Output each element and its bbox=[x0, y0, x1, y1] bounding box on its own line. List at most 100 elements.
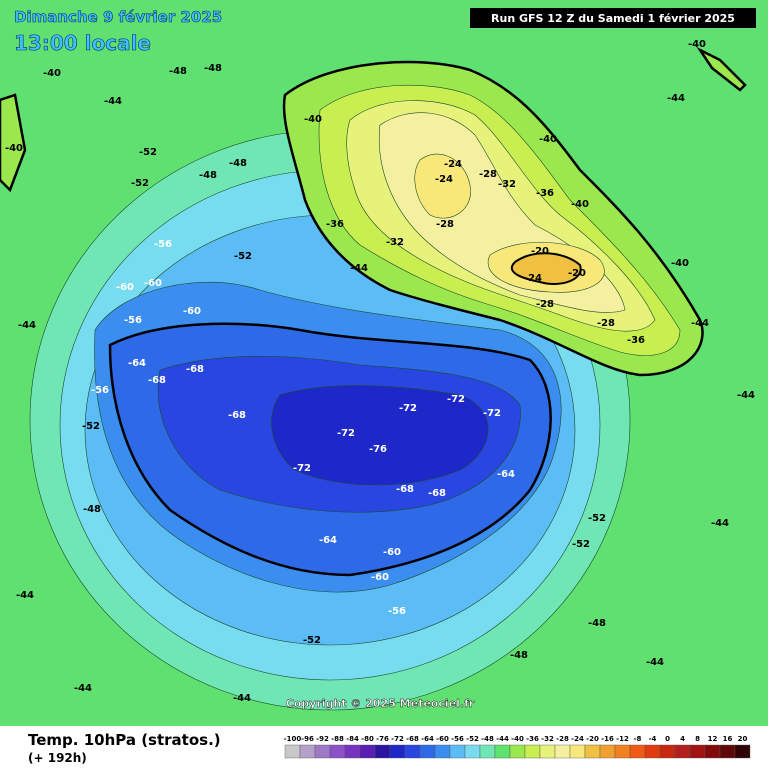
legend-tick-label: -96 bbox=[301, 735, 314, 743]
legend-swatch bbox=[449, 744, 466, 759]
legend-swatch bbox=[704, 744, 721, 759]
contour-label: -60 bbox=[383, 547, 401, 558]
legend-tick-label: -92 bbox=[316, 735, 329, 743]
contour-label: -72 bbox=[483, 408, 501, 419]
contour-label: -28 bbox=[436, 219, 454, 230]
contour-label: -60 bbox=[371, 572, 389, 583]
legend-tick-label: -24 bbox=[571, 735, 584, 743]
legend-tick-label: 16 bbox=[723, 735, 733, 743]
legend-tick-label: 4 bbox=[680, 735, 685, 743]
legend-tick-label: -52 bbox=[466, 735, 479, 743]
legend-swatch bbox=[734, 744, 751, 759]
contour-label: -64 bbox=[319, 535, 337, 546]
legend-tick-label: -80 bbox=[361, 735, 374, 743]
legend-tick-label: 12 bbox=[708, 735, 718, 743]
legend-tick-label: -44 bbox=[496, 735, 509, 743]
legend-swatch bbox=[404, 744, 421, 759]
contour-label: -40 bbox=[571, 199, 589, 210]
legend-swatch bbox=[629, 744, 646, 759]
legend-tick-label: -64 bbox=[421, 735, 434, 743]
contour-label: -60 bbox=[183, 306, 201, 317]
legend-swatch bbox=[359, 744, 376, 759]
contour-label: -28 bbox=[536, 299, 554, 310]
legend-swatch bbox=[284, 744, 301, 759]
forecast-lead: (+ 192h) bbox=[28, 751, 87, 765]
contour-label: -44 bbox=[646, 657, 664, 668]
color-legend: -100 -96 -92 -88 -84 -80 -76 -72 -68 -64 -60 -56 -52… bbox=[284, 735, 751, 759]
contour-label: -68 bbox=[228, 410, 246, 421]
legend-swatch bbox=[374, 744, 391, 759]
legend-tick-label: -4 bbox=[649, 735, 657, 743]
legend-tick-label: -48 bbox=[481, 735, 494, 743]
legend-swatch bbox=[569, 744, 586, 759]
contour-label: -52 bbox=[588, 513, 606, 524]
legend-swatch bbox=[584, 744, 601, 759]
contour-label: -44 bbox=[18, 320, 36, 331]
contour-label: -48 bbox=[229, 158, 247, 169]
contour-label: -56 bbox=[91, 385, 109, 396]
contour-label: -36 bbox=[627, 335, 645, 346]
legend-tick-label: -32 bbox=[541, 735, 554, 743]
legend-tick-label: -20 bbox=[586, 735, 599, 743]
contour-label: -44 bbox=[350, 263, 368, 274]
footer-title: Temp. 10hPa (stratos.) bbox=[28, 731, 221, 749]
legend-swatch bbox=[614, 744, 631, 759]
contour-label: -32 bbox=[386, 237, 404, 248]
legend-swatch bbox=[464, 744, 481, 759]
contour-label: -36 bbox=[326, 219, 344, 230]
contour-label: -72 bbox=[337, 428, 355, 439]
contour-label: -20 bbox=[568, 268, 586, 279]
contour-label: -72 bbox=[293, 463, 311, 474]
legend-swatch bbox=[419, 744, 436, 759]
legend-tick-label: 8 bbox=[695, 735, 700, 743]
contour-label: -56 bbox=[154, 239, 172, 250]
legend-swatch bbox=[719, 744, 736, 759]
legend-tick-label: -72 bbox=[391, 735, 404, 743]
run-info: Run GFS 12 Z du Samedi 1 février 2025 bbox=[491, 12, 735, 25]
legend-swatch bbox=[599, 744, 616, 759]
local-time: 13:00 locale bbox=[14, 31, 151, 55]
contour-label: -20 bbox=[531, 246, 549, 257]
contour-label: -44 bbox=[16, 590, 34, 601]
contour-label: -52 bbox=[82, 421, 100, 432]
contour-label: -48 bbox=[199, 170, 217, 181]
contour-label: -52 bbox=[131, 178, 149, 189]
contour-label: -48 bbox=[83, 504, 101, 515]
contour-label: -28 bbox=[479, 169, 497, 180]
contour-label: -64 bbox=[128, 358, 146, 369]
contour-label: -44 bbox=[74, 683, 92, 694]
legend-tick-label: -68 bbox=[406, 735, 419, 743]
contour-label: -24 bbox=[524, 273, 542, 284]
legend-swatch bbox=[494, 744, 511, 759]
contour-label: -40 bbox=[671, 258, 689, 269]
legend-swatch bbox=[689, 744, 706, 759]
legend-swatch bbox=[314, 744, 331, 759]
contour-label: -40 bbox=[688, 39, 706, 50]
contour-label: -40 bbox=[43, 68, 61, 79]
legend-swatch bbox=[524, 744, 541, 759]
legend-tick-label: -40 bbox=[511, 735, 524, 743]
legend-tick-label: -8 bbox=[634, 735, 642, 743]
contour-label: -52 bbox=[139, 147, 157, 158]
legend-swatch bbox=[659, 744, 676, 759]
contour-label: -48 bbox=[588, 618, 606, 629]
contour-label: -44 bbox=[711, 518, 729, 529]
legend-tick-label: -88 bbox=[331, 735, 344, 743]
contour-label: -32 bbox=[498, 179, 516, 190]
contour-label: -68 bbox=[186, 364, 204, 375]
contour-label: -44 bbox=[737, 390, 755, 401]
contour-label: -44 bbox=[104, 96, 122, 107]
copyright: Copyright © 2025 Meteociel.fr bbox=[286, 697, 475, 710]
contour-label: -52 bbox=[303, 635, 321, 646]
contour-label: -60 bbox=[116, 282, 134, 293]
legend-tick-label: -36 bbox=[526, 735, 539, 743]
contour-label: -68 bbox=[428, 488, 446, 499]
contour-label: -48 bbox=[204, 63, 222, 74]
contour-label: -64 bbox=[497, 469, 515, 480]
contour-label: -44 bbox=[691, 318, 709, 329]
contour-label: -68 bbox=[396, 484, 414, 495]
contour-label: -52 bbox=[234, 251, 252, 262]
run-banner bbox=[470, 8, 756, 28]
legend-tick-label: 20 bbox=[738, 735, 748, 743]
